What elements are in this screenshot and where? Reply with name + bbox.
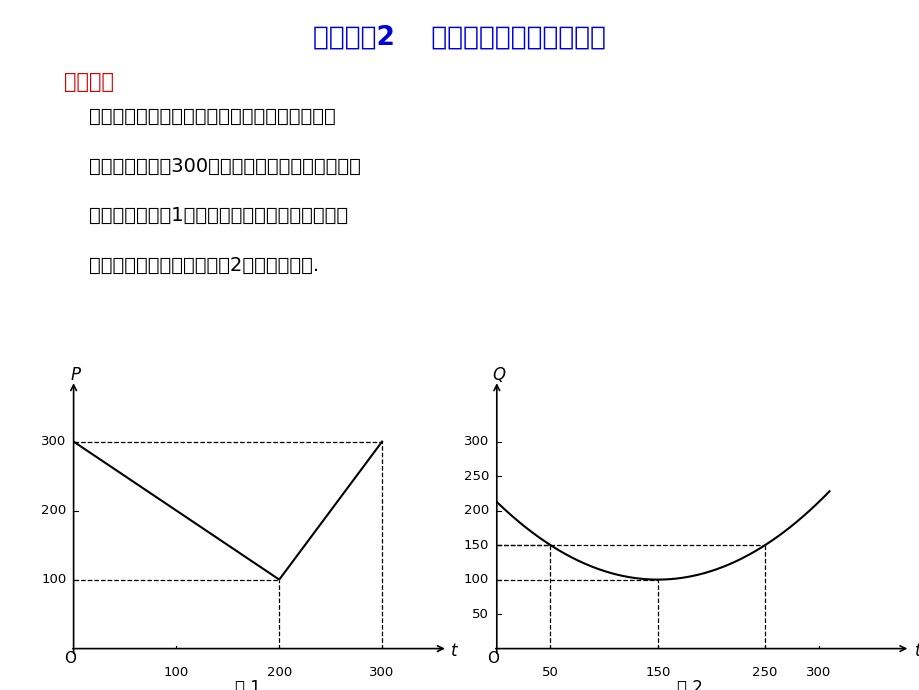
Text: Q: Q (492, 366, 505, 384)
Text: 50: 50 (541, 666, 559, 679)
Text: 图 2: 图 2 (676, 680, 702, 690)
Text: 100: 100 (41, 573, 66, 586)
Text: P: P (70, 366, 80, 384)
Text: 200: 200 (463, 504, 489, 517)
Text: 200: 200 (267, 666, 291, 679)
Text: 50: 50 (471, 608, 489, 620)
Text: 300: 300 (41, 435, 66, 448)
Text: 成本与上市时间的关系用图2的抛物线表示.: 成本与上市时间的关系用图2的抛物线表示. (64, 256, 319, 275)
Text: 从二月一日起的300天内，西红柿市场售价与上市: 从二月一日起的300天内，西红柿市场售价与上市 (64, 157, 361, 176)
Text: 时间的关系用图1的一条折线表示；西红柿的种植: 时间的关系用图1的一条折线表示；西红柿的种植 (64, 206, 348, 226)
Text: 规范答题2    注重数学思维能力的培养: 规范答题2 注重数学思维能力的培养 (313, 24, 606, 50)
Text: O: O (64, 651, 76, 666)
Text: 300: 300 (805, 666, 831, 679)
Text: 考题再现: 考题再现 (64, 72, 114, 92)
Text: 150: 150 (644, 666, 670, 679)
Text: O: O (486, 651, 498, 666)
Text: t: t (913, 642, 919, 660)
Text: 100: 100 (463, 573, 489, 586)
Text: 250: 250 (463, 470, 489, 482)
Text: 300: 300 (463, 435, 489, 448)
Text: 100: 100 (164, 666, 188, 679)
Text: 300: 300 (369, 666, 394, 679)
Text: 250: 250 (752, 666, 777, 679)
Text: 某蔬菜基地种植西红柿，由历年市场行情得知，: 某蔬菜基地种植西红柿，由历年市场行情得知， (64, 107, 335, 126)
Text: 200: 200 (41, 504, 66, 517)
Text: t: t (451, 642, 458, 660)
Text: 150: 150 (463, 539, 489, 551)
Text: 图 1: 图 1 (235, 680, 261, 690)
